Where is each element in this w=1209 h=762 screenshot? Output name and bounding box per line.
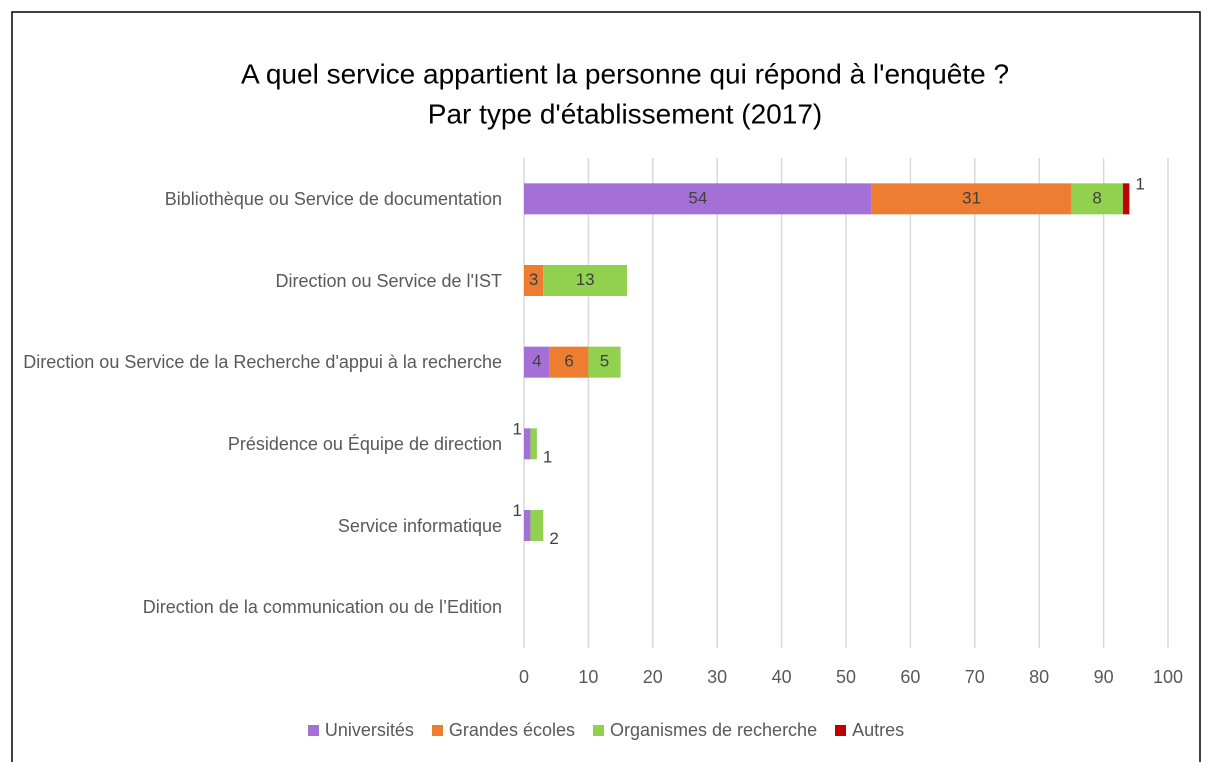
bar-segment xyxy=(524,510,531,541)
x-tick-label: 70 xyxy=(965,667,985,687)
category-label: Direction ou Service de l'IST xyxy=(275,270,502,291)
data-label: 31 xyxy=(962,188,981,207)
category-label: Direction de la communication ou de l’Ed… xyxy=(142,597,502,618)
data-label: 1 xyxy=(543,447,552,466)
bar-segment xyxy=(1122,183,1130,215)
data-label: 1 xyxy=(1135,174,1144,193)
legend-item: Grandes écoles xyxy=(431,720,575,741)
legend-swatch xyxy=(307,725,319,736)
bar-segment xyxy=(530,428,537,460)
x-tick-label: 10 xyxy=(578,667,598,687)
chart-subtitle: Par type d'établissement (2017) xyxy=(428,98,822,129)
x-tick-label: 0 xyxy=(519,667,529,687)
legend-swatch xyxy=(592,725,604,736)
legend-swatch xyxy=(431,725,443,736)
bar-segment xyxy=(871,183,1072,215)
category-label: Présidence ou Équipe de direction xyxy=(227,433,502,454)
bar-segment xyxy=(524,428,531,460)
legend-label: Universités xyxy=(324,720,414,740)
legend-swatch xyxy=(835,725,847,736)
category-label: Service informatique xyxy=(337,515,502,536)
data-label: 1 xyxy=(513,501,522,520)
category-label: Bibliothèque ou Service de documentation xyxy=(164,188,502,209)
legend-label: Grandes écoles xyxy=(448,720,575,740)
legend: Universités Grandes écoles Organismes de r… xyxy=(12,720,1200,741)
bar-segment xyxy=(588,346,621,378)
x-tick-label: 20 xyxy=(643,667,663,687)
x-tick-label: 60 xyxy=(900,667,920,687)
data-label: 54 xyxy=(688,188,707,207)
category-label: Direction ou Service de la Recherche d'a… xyxy=(23,352,502,373)
data-label: 13 xyxy=(576,270,595,289)
bar-segment xyxy=(524,346,550,378)
x-tick-label: 90 xyxy=(1094,667,1114,687)
data-label: 1 xyxy=(513,419,522,438)
bar-segment xyxy=(524,265,544,296)
data-label: 8 xyxy=(1092,188,1101,207)
data-label: 6 xyxy=(564,352,573,371)
bar-segment xyxy=(543,265,628,296)
bar-segment xyxy=(524,183,872,215)
chart-border xyxy=(11,11,1201,762)
legend-label: Organismes de recherche xyxy=(609,720,818,740)
x-tick-label: 50 xyxy=(836,667,856,687)
chart-title: A quel service appartient la personne qu… xyxy=(241,58,1009,89)
bar-segment xyxy=(530,510,544,541)
legend-item: Universités xyxy=(307,720,414,741)
data-label: 4 xyxy=(532,352,541,371)
x-tick-label: 40 xyxy=(772,667,792,687)
bar-segment xyxy=(1071,183,1123,215)
x-tick-label: 30 xyxy=(707,667,727,687)
data-label: 2 xyxy=(549,529,558,548)
legend-item: Organismes de recherche xyxy=(592,720,818,741)
data-label: 5 xyxy=(600,352,609,371)
legend-item: Autres xyxy=(835,720,904,741)
x-tick-label: 80 xyxy=(1029,667,1049,687)
data-label: 3 xyxy=(529,270,538,289)
x-tick-label: 100 xyxy=(1153,667,1183,687)
bar-segment xyxy=(549,346,589,378)
legend-label: Autres xyxy=(852,720,905,740)
